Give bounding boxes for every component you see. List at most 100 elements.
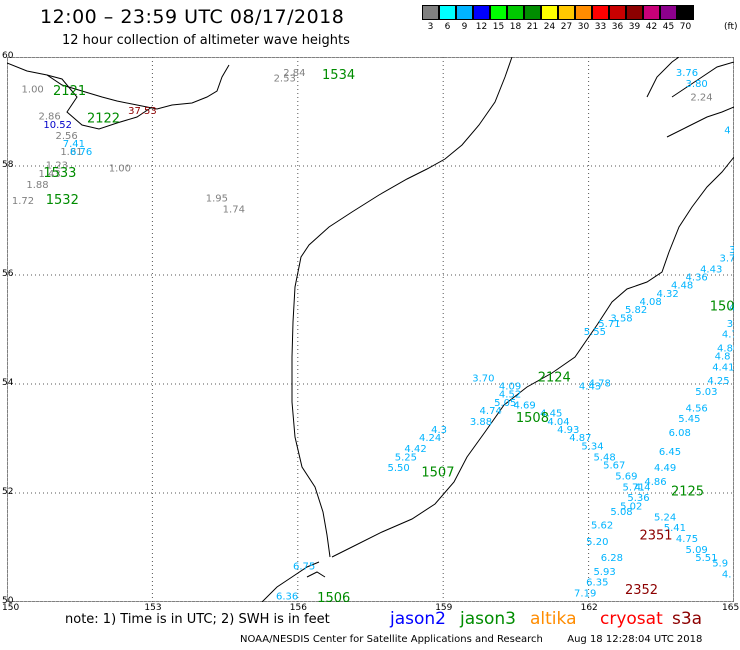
notes-text: note: 1) Time is in UTC; 2) SWH is in fe… [65,612,330,627]
wave-height-value: 2.86 [39,112,61,123]
wave-height-value: 4.04 [547,417,569,428]
timestamp-text: Aug 18 12:28:04 UTC 2018 [567,634,703,645]
scale-swatch [592,5,609,20]
scale-label: 30 [577,22,590,32]
color-scale-labels: 3 6 9 12 15 18 21 24 27 30 33 36 39 42 45 70 [422,22,694,32]
color-scale-legend: 3 6 9 12 15 18 21 24 27 30 33 36 39 42 45 70 (ft) [422,5,738,32]
coastline-kamchatka-east [331,156,734,558]
wave-height-value: 4 [724,125,730,136]
wave-height-value: 4.8 [715,351,731,362]
latitude-tick-label: 56 [2,269,14,279]
wave-height-value: 1.00 [22,84,44,95]
track-id-label: 1532 [46,193,79,208]
wave-height-value: 4.86 [644,477,666,488]
wave-height-value: 3.80 [686,79,708,90]
color-scale-swatches [422,5,694,20]
wave-height-value: 4.43 [579,381,601,392]
chart-subtitle: 12 hour collection of altimeter wave hei… [62,33,350,48]
credit-line: NOAA/NESDIS Center for Satellite Applica… [240,634,702,645]
track-id-label: 2122 [87,111,120,126]
wave-height-value: 5.67 [603,460,625,471]
wave-height-value: 4.24 [419,433,441,444]
wave-height-value: 4.78 [589,379,611,390]
wave-height-value: 5.55 [584,327,606,338]
latitude-tick-label: 60 [2,51,14,61]
longitude-tick-label: 165 [722,603,740,613]
longitude-tick-label: 156 [289,603,307,613]
scale-swatch [456,5,473,20]
scale-label: 9 [461,22,468,32]
scale-label: 6 [444,22,451,32]
wave-height-value: 4.08 [639,297,661,308]
satellite-legend-jason3: jason3 [460,609,516,629]
wave-height-value: 1.81 [60,147,82,158]
satellite-legend-s3a: s3a [672,609,703,629]
wave-height-value: 37.53 [128,106,157,117]
wave-height-value: 4.3 [431,425,447,436]
scale-swatch [660,5,677,20]
wave-height-value: 4.43 [700,264,722,275]
latitude-tick-label: 54 [2,378,14,388]
wave-height-value: 5.34 [581,441,603,452]
wave-height-value: 3.58 [610,313,632,324]
wave-height-value: 10.52 [43,120,72,131]
wave-height-value: 5.82 [625,305,647,316]
wave-height-value: 4.36 [686,272,708,283]
coastline-kuril [261,561,326,602]
scale-label: 33 [594,22,607,32]
track-id-label: 1507 [421,466,454,481]
scale-label: 45 [662,22,675,32]
wave-height-value: 7.41 [63,139,85,150]
wave-height-value: 5.36 [627,493,649,504]
wave-height-value: 4.09 [499,381,521,392]
scale-swatch [575,5,592,20]
wave-height-value: 5.71 [623,482,645,493]
wave-height-value: 3.76 [676,68,698,79]
track-id-label: 2351 [639,528,672,543]
wave-height-value: 2.24 [690,93,712,104]
scale-label: 70 [679,22,692,32]
wave-height-value: 4. [722,569,732,580]
wave-height-value: 5.93 [593,567,615,578]
scale-swatch [609,5,626,20]
satellite-legend-cryosat: cryosat [600,609,663,629]
wave-height-value: 4.56 [686,403,708,414]
scale-swatch [507,5,524,20]
wave-height-value: 2.53 [274,74,296,85]
track-id-label: 1534 [322,68,355,83]
longitude-tick-label: 162 [580,603,598,613]
wave-height-value: 4. [729,302,734,313]
latitude-tick-label: 50 [2,596,14,606]
track-id-label: 1509 [710,299,734,314]
coastline-peninsula-nw [46,74,153,130]
track-id-label: 1508 [516,411,549,426]
wave-height-value: 1.72 [12,196,34,207]
wave-height-value: 5.45 [678,414,700,425]
wave-height-value: 3.79 [719,253,734,264]
wave-height-value: 5.62 [591,520,613,531]
scale-swatch [524,5,541,20]
scale-swatch [541,5,558,20]
wave-height-value: 4.42 [404,444,426,455]
wave-height-value: 5.48 [593,452,615,463]
wave-height-value: 5.41 [664,523,686,534]
scale-swatch [490,5,507,20]
scale-swatch [626,5,643,20]
wave-height-value: 3. [729,245,734,256]
wave-height-value: 6.36 [276,591,298,602]
wave-height-value: 2.56 [55,131,77,142]
wave-height-value: 5.02 [620,501,642,512]
wave-height-value: 1.00 [109,163,131,174]
wave-height-value: 5.69 [615,471,637,482]
wave-height-value: 4.32 [656,289,678,300]
wave-height-value: 6.76 [70,147,92,158]
latitude-tick-label: 58 [2,160,14,170]
scale-label: 12 [475,22,488,32]
wave-height-value: 4.48 [671,281,693,292]
wave-height-value: 1.95 [206,193,228,204]
wave-height-value: 6.45 [659,447,681,458]
wave-height-value: 5.25 [395,452,417,463]
scale-label: 15 [492,22,505,32]
